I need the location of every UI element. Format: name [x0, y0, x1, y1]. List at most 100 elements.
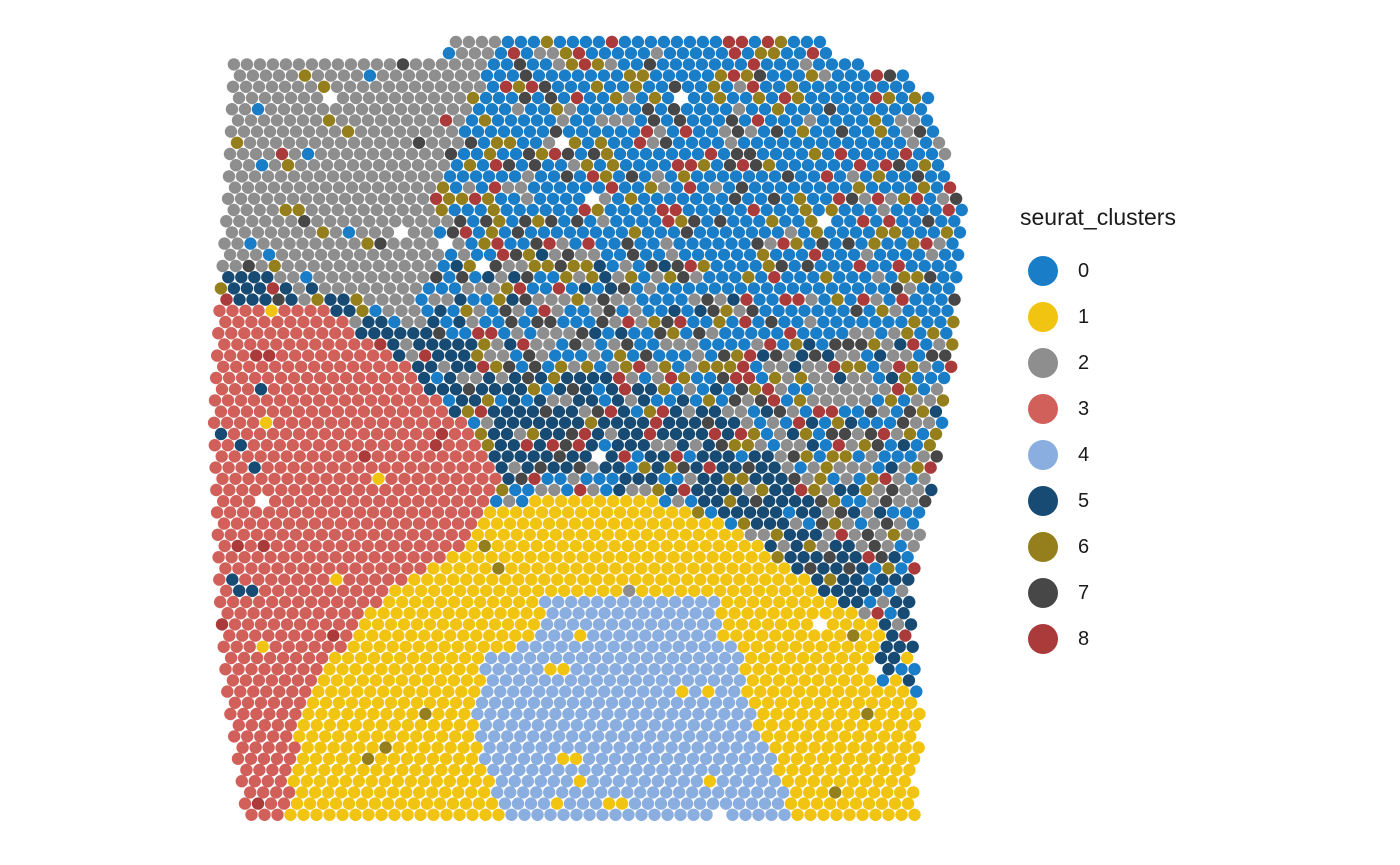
spot-cluster-2	[293, 181, 307, 194]
spot-cluster-2	[651, 371, 665, 385]
spot-cluster-4	[726, 808, 739, 821]
spot-cluster-1	[431, 741, 444, 754]
legend-item-0: 0	[1020, 248, 1280, 294]
spot-cluster-0	[955, 203, 968, 217]
spot-cluster-4	[576, 797, 590, 810]
spot-cluster-0	[913, 349, 926, 362]
spot-cluster-8	[517, 338, 530, 351]
spot-cluster-1	[610, 584, 623, 597]
spot-cluster-6	[803, 539, 816, 553]
spot-cluster-3	[383, 427, 397, 441]
spot-cluster-6	[714, 69, 728, 82]
spot-cluster-8	[778, 91, 792, 105]
spot-cluster-2	[336, 91, 350, 105]
spot-cluster-0	[562, 349, 575, 362]
spot-cluster-2	[359, 159, 373, 172]
spot-cluster-2	[650, 439, 663, 452]
spot-cluster-2	[364, 192, 378, 205]
spot-cluster-3	[291, 573, 304, 586]
spot-cluster-3	[441, 416, 455, 429]
spot-cluster-2	[852, 383, 866, 396]
spot-cluster-0	[753, 215, 766, 228]
spot-cluster-1	[757, 651, 771, 665]
spot-cluster-0	[873, 248, 887, 261]
spot-cluster-1	[693, 551, 706, 564]
spot-cluster-1	[356, 674, 370, 687]
legend-key-3	[1028, 394, 1058, 424]
spot-cluster-1	[719, 551, 732, 564]
spot-cluster-0	[792, 215, 805, 228]
spot-cluster-1	[791, 663, 804, 676]
spot-cluster-1	[303, 797, 317, 810]
spot-cluster-1	[394, 797, 408, 810]
spot-cluster-3	[223, 629, 236, 642]
spot-cluster-4	[491, 752, 505, 765]
spot-cluster-1	[364, 685, 377, 698]
spot-cluster-0	[597, 69, 611, 82]
spot-cluster-0	[693, 103, 707, 116]
spot-cluster-4	[601, 707, 614, 721]
spot-cluster-0	[851, 405, 865, 418]
spot-cluster-5	[547, 461, 560, 474]
spot-cluster-4	[552, 763, 565, 777]
spot-cluster-1	[458, 651, 472, 665]
spot-cluster-2	[845, 439, 858, 452]
spot-cluster-4	[605, 730, 618, 743]
spot-cluster-7	[868, 539, 881, 553]
spot-cluster-5	[611, 439, 624, 452]
spot-cluster-2	[315, 125, 329, 138]
spot-cluster-2	[709, 181, 723, 194]
spot-cluster-2	[425, 136, 439, 149]
spot-cluster-2	[653, 125, 667, 138]
spot-cluster-3	[256, 360, 269, 373]
spot-cluster-4	[733, 674, 747, 687]
spot-cluster-0	[895, 91, 909, 105]
spot-cluster-5	[464, 360, 477, 373]
spot-cluster-3	[433, 551, 446, 564]
spot-cluster-0	[667, 226, 681, 239]
spot-cluster-4	[475, 696, 489, 709]
spot-cluster-0	[475, 181, 489, 194]
spot-cluster-3	[237, 707, 250, 721]
spot-cluster-0	[902, 304, 915, 317]
spot-cluster-3	[239, 674, 253, 687]
spot-cluster-2	[639, 483, 652, 497]
spot-cluster-4	[694, 674, 708, 687]
spot-cluster-0	[794, 461, 807, 474]
spot-cluster-1	[509, 629, 522, 642]
spot-cluster-5	[362, 315, 375, 329]
spot-cluster-3	[334, 517, 348, 530]
spot-cluster-6	[904, 383, 918, 396]
spot-cluster-0	[910, 439, 923, 452]
spot-cluster-1	[816, 786, 829, 799]
spot-cluster-3	[399, 517, 413, 530]
spot-cluster-5	[488, 383, 502, 396]
spot-cluster-5	[375, 315, 388, 329]
spot-cluster-2	[474, 58, 488, 71]
spot-cluster-3	[389, 416, 403, 429]
spot-cluster-1	[718, 528, 731, 541]
spot-cluster-0	[705, 125, 719, 138]
spot-cluster-1	[571, 584, 584, 597]
spot-cluster-5	[796, 528, 809, 541]
spot-cluster-3	[289, 349, 302, 362]
spot-cluster-7	[559, 439, 572, 452]
spot-cluster-4	[609, 719, 622, 732]
spot-cluster-1	[551, 573, 564, 586]
spot-cluster-0	[606, 472, 619, 485]
spot-cluster-2	[381, 103, 395, 116]
spot-cluster-8	[768, 271, 781, 284]
spot-cluster-6	[481, 394, 495, 407]
spot-cluster-1	[293, 730, 306, 743]
spot-cluster-0	[745, 103, 759, 116]
spot-cluster-1	[800, 618, 814, 631]
spot-cluster-1	[802, 640, 815, 653]
spot-cluster-6	[908, 315, 921, 329]
spot-cluster-4	[663, 685, 676, 698]
spot-cluster-5	[651, 461, 664, 474]
spot-cluster-1	[733, 573, 746, 586]
spot-cluster-0	[615, 103, 629, 116]
spot-cluster-3	[266, 427, 280, 441]
spot-cluster-1	[454, 584, 467, 597]
spot-cluster-6	[724, 360, 737, 373]
